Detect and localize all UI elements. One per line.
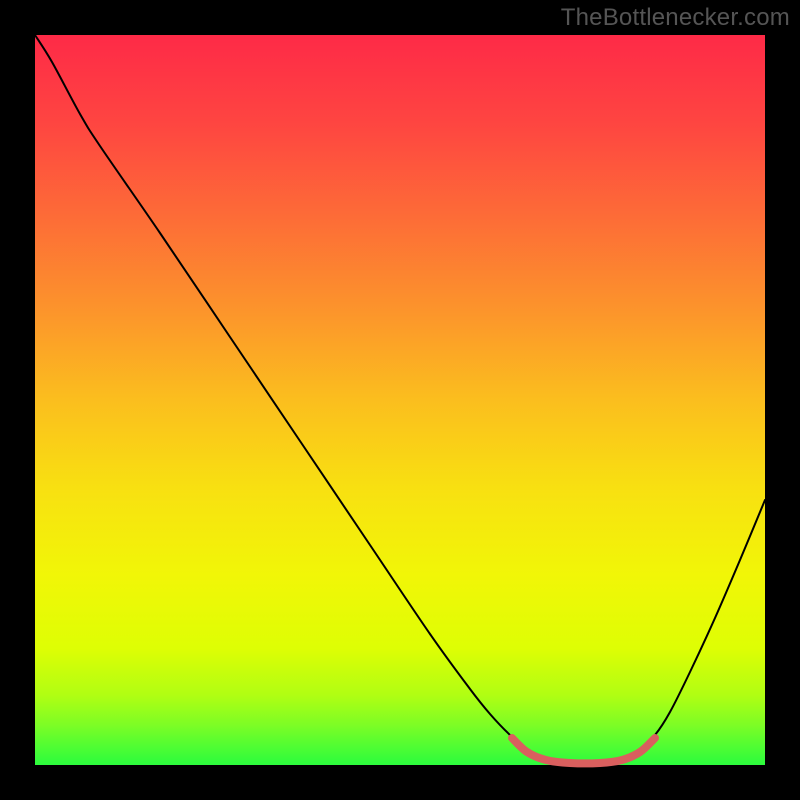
plot-area	[35, 35, 765, 765]
watermark-text: TheBottlenecker.com	[561, 4, 790, 32]
chart-svg	[0, 0, 800, 800]
chart-stage: TheBottlenecker.com	[0, 0, 800, 800]
